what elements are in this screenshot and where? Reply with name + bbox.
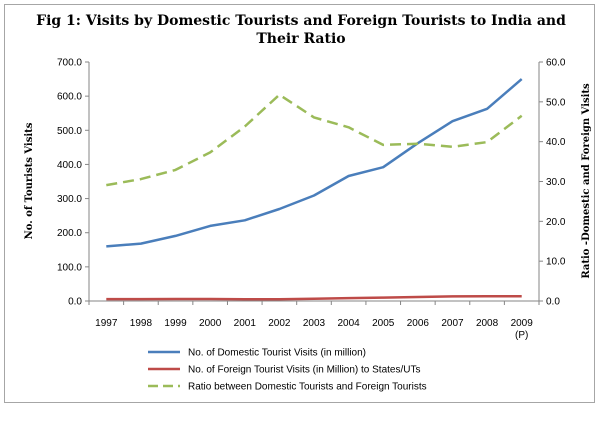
left-tick-label: 100.0 [57, 262, 82, 273]
x-tick-label: 2002 [268, 318, 291, 329]
chart-svg: Fig 1: Visits by Domestic Tourists and F… [24, 13, 592, 393]
x-tick-label: 2005 [372, 318, 395, 329]
series-layer [106, 78, 523, 301]
legend-label-2: No. of Foreign Tourist Visits (in Millio… [188, 365, 421, 376]
x-tick-label: 1998 [130, 318, 153, 329]
chart-title-line-1: Fig 1: Visits by Domestic Tourists and F… [36, 13, 566, 29]
x-tick-label: 1997 [95, 318, 118, 329]
x-tick-label: 2000 [199, 318, 222, 329]
right-axis-title: Ratio -Domestic and Foreign Visits [581, 83, 592, 279]
x-tick-label: 2008 [476, 318, 499, 329]
x-tick-label: 2003 [303, 318, 326, 329]
left-axis-title: No. of Tourists Visits [24, 122, 35, 239]
x-tick-label: 2004 [337, 318, 360, 329]
series-line-3 [106, 93, 523, 187]
left-tick-label: 300.0 [57, 194, 82, 205]
left-axis-ticks: 0.0 100.0 200.0 300.0 400.0 500.0 600.0 700.0 [57, 58, 89, 308]
left-tick-label: 700.0 [57, 58, 82, 69]
x-tick-label: 2007 [441, 318, 464, 329]
right-tick-label: 40.0 [546, 137, 566, 148]
x-axis-ticks: 1997 1998 1999 2000 2001 2002 2003 2004 2005 2006… [88, 301, 540, 341]
x-tick-label: 2009 [511, 318, 534, 329]
x-tick-label: 2006 [407, 318, 430, 329]
right-tick-label: 50.0 [546, 97, 566, 108]
legend: No. of Domestic Tourist Visits (in milli… [148, 348, 427, 393]
x-tick-label: 1999 [164, 318, 187, 329]
series-line-2 [106, 294, 522, 301]
left-tick-label: 400.0 [57, 160, 82, 171]
x-tick-sublabel: (P) [515, 330, 528, 341]
legend-label-1: No. of Domestic Tourist Visits (in milli… [188, 348, 366, 359]
right-tick-label: 20.0 [546, 217, 566, 228]
x-tick-label: 2001 [234, 318, 257, 329]
series-line-1 [106, 78, 523, 248]
right-tick-label: 60.0 [546, 58, 566, 69]
left-tick-label: 0.0 [68, 297, 82, 308]
chart-frame: Fig 1: Visits by Domestic Tourists and F… [4, 4, 595, 403]
right-tick-label: 10.0 [546, 257, 566, 268]
left-tick-label: 600.0 [57, 92, 82, 103]
chart-title-line-2: Their Ratio [256, 31, 345, 47]
right-tick-label: 0.0 [546, 297, 560, 308]
legend-label-3: Ratio between Domestic Tourists and Fore… [188, 382, 427, 393]
left-tick-label: 500.0 [57, 126, 82, 137]
right-tick-label: 30.0 [546, 177, 566, 188]
right-axis-ticks: 0.0 10.0 20.0 30.0 40.0 50.0 60.0 [539, 58, 566, 308]
left-tick-label: 200.0 [57, 228, 82, 239]
